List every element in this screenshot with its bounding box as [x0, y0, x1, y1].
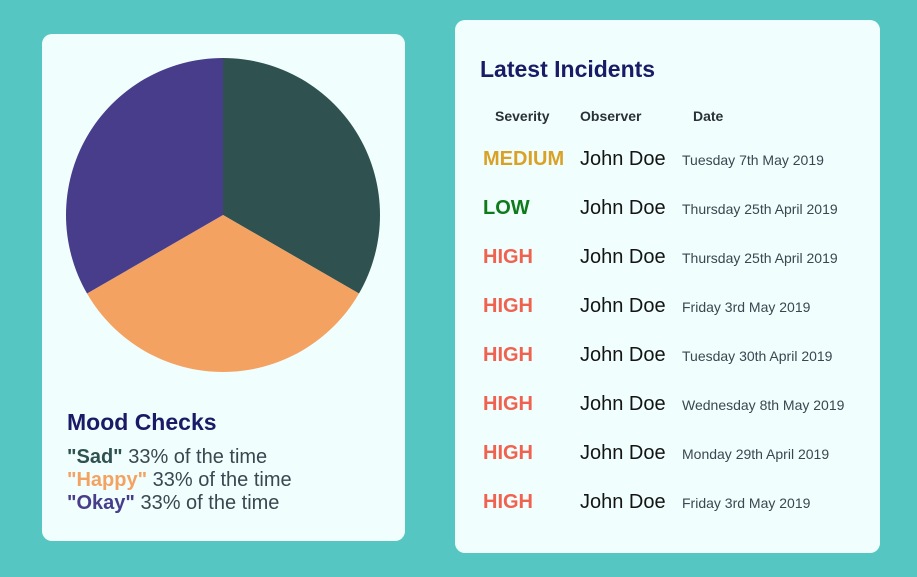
observer-column-header: Observer	[580, 108, 642, 124]
mood-legend: "Sad" 33% of the time "Happy" 33% of the…	[67, 446, 292, 515]
severity-badge: HIGH	[483, 246, 533, 268]
latest-incidents-title: Latest Incidents	[480, 56, 656, 82]
table-row: HIGH John Doe Friday 3rd May 2019	[455, 295, 880, 325]
mood-percent-okay: 33% of the time	[140, 492, 280, 514]
incident-date: Thursday 25th April 2019	[682, 201, 838, 217]
pie-slice-sad	[223, 58, 381, 294]
mood-name-happy: "Happy"	[67, 469, 148, 491]
severity-badge: HIGH	[483, 491, 533, 513]
observer-name: John Doe	[580, 148, 666, 170]
latest-incidents-card: Latest Incidents Severity Observer Date …	[455, 20, 880, 553]
severity-badge: HIGH	[483, 344, 533, 366]
observer-name: John Doe	[580, 491, 666, 513]
incident-date: Tuesday 30th April 2019	[682, 348, 833, 364]
mood-checks-title: Mood Checks	[67, 409, 217, 435]
severity-badge: MEDIUM	[483, 148, 565, 170]
table-row: LOW John Doe Thursday 25th April 2019	[455, 197, 880, 227]
mood-name-okay: "Okay"	[67, 492, 135, 514]
table-row: HIGH John Doe Thursday 25th April 2019	[455, 246, 880, 276]
severity-badge: LOW	[483, 197, 530, 219]
incident-date: Thursday 25th April 2019	[682, 250, 838, 266]
incident-date: Tuesday 7th May 2019	[682, 152, 824, 168]
observer-name: John Doe	[580, 344, 666, 366]
incident-date: Friday 3rd May 2019	[682, 495, 811, 511]
observer-name: John Doe	[580, 442, 666, 464]
mood-checks-card: Mood Checks "Sad" 33% of the time "Happy…	[42, 34, 405, 541]
severity-badge: HIGH	[483, 393, 533, 415]
mood-entry-happy: "Happy" 33% of the time	[67, 469, 292, 492]
severity-column-header: Severity	[495, 108, 550, 124]
mood-percent-happy: 33% of the time	[152, 469, 292, 491]
table-row: HIGH John Doe Monday 29th April 2019	[455, 442, 880, 472]
mood-entry-sad: "Sad" 33% of the time	[67, 446, 292, 469]
observer-name: John Doe	[580, 197, 666, 219]
mood-name-sad: "Sad"	[67, 446, 123, 468]
table-row: HIGH John Doe Wednesday 8th May 2019	[455, 393, 880, 423]
severity-badge: HIGH	[483, 442, 533, 464]
severity-badge: HIGH	[483, 295, 533, 317]
incident-date: Wednesday 8th May 2019	[682, 397, 845, 413]
date-column-header: Date	[693, 108, 724, 124]
observer-name: John Doe	[580, 246, 666, 268]
observer-name: John Doe	[580, 393, 666, 415]
table-row: HIGH John Doe Friday 3rd May 2019	[455, 491, 880, 521]
mood-pie-chart	[66, 58, 381, 372]
table-row: HIGH John Doe Tuesday 30th April 2019	[455, 344, 880, 374]
observer-name: John Doe	[580, 295, 666, 317]
incident-date: Monday 29th April 2019	[682, 446, 830, 462]
incident-date: Friday 3rd May 2019	[682, 299, 811, 315]
mood-entry-okay: "Okay" 33% of the time	[67, 492, 292, 515]
pie-slice-happy	[87, 215, 359, 372]
mood-percent-sad: 33% of the time	[128, 446, 268, 468]
pie-slice-okay	[66, 58, 223, 294]
table-row: MEDIUM John Doe Tuesday 7th May 2019	[455, 148, 880, 178]
